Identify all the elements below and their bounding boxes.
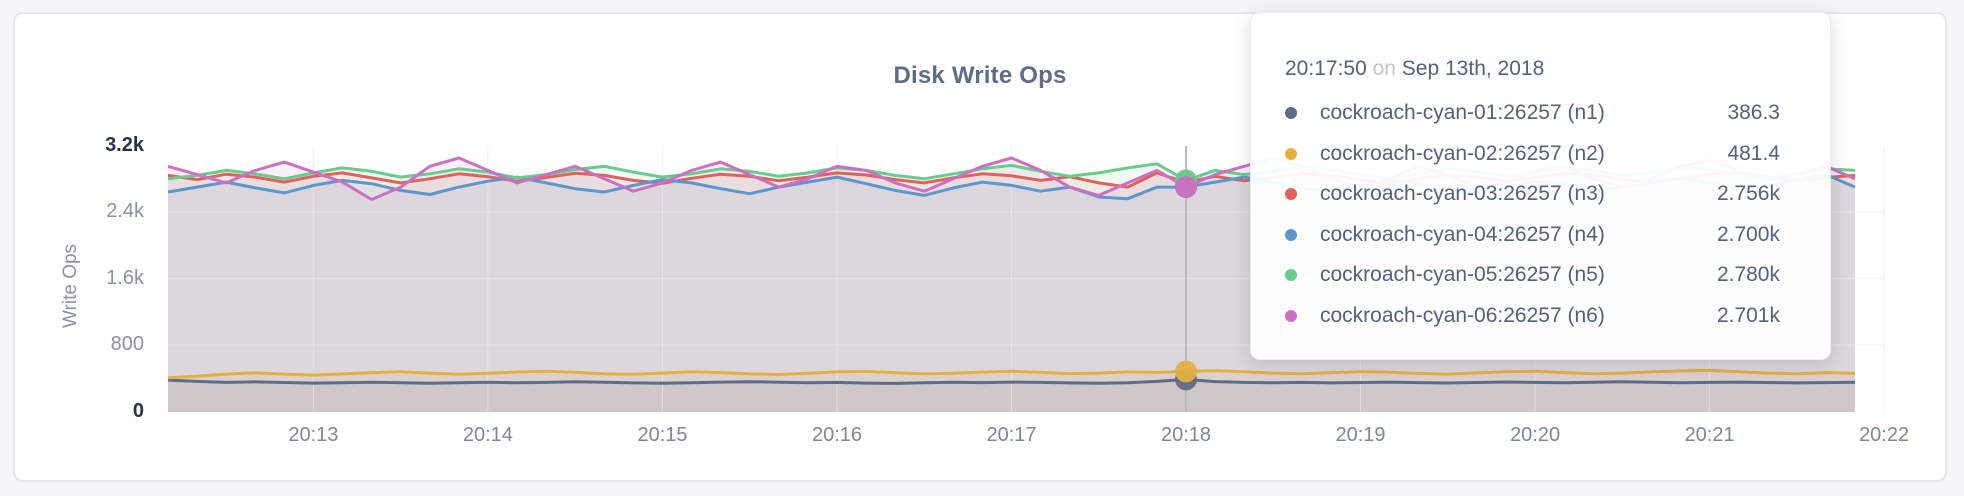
tooltip-on-word: on: [1372, 57, 1396, 80]
series-line: [167, 377, 1856, 385]
x-tick-label: 20:15: [637, 424, 688, 446]
tooltip-series-list: cockroach-cyan-01:26257 (n1) 386.3 cockroa…: [1285, 93, 1780, 336]
hover-dots: [1175, 169, 1197, 391]
x-tick-label: 20:20: [1510, 424, 1561, 446]
y-tick-label: 0: [132, 399, 144, 422]
x-tick-label: 20:18: [1160, 424, 1212, 446]
tooltip-series-name: cockroach-cyan-06:26257 (n6): [1320, 303, 1605, 327]
tooltip-series-row: cockroach-cyan-04:26257 (n4) 2.700k: [1285, 215, 1780, 256]
y-tick-label: 2.4k: [106, 200, 144, 222]
tooltip-header: 20:17:50 on Sep 13th, 2018: [1285, 57, 1544, 81]
tooltip-series-row: cockroach-cyan-02:26257 (n2) 481.4: [1285, 134, 1780, 175]
y-tick-label: 800: [110, 333, 144, 355]
x-tick-label: 20:19: [1335, 424, 1386, 446]
tooltip-series-name: cockroach-cyan-03:26257 (n3): [1320, 182, 1605, 206]
y-tick-label: 3.2k: [105, 133, 144, 156]
tooltip-series-value: 2.756k: [1716, 182, 1780, 206]
tooltip-time: 20:17:50: [1285, 57, 1367, 80]
tooltip-series-name: cockroach-cyan-05:26257 (n5): [1320, 263, 1605, 287]
series-color-dot: [1285, 107, 1297, 120]
tooltip-series-value: 2.700k: [1716, 222, 1780, 246]
tooltip-series-value: 2.701k: [1716, 303, 1780, 327]
tooltip-series-row: cockroach-cyan-06:26257 (n6) 2.701k: [1285, 296, 1780, 337]
x-tick-label: 20:13: [288, 424, 339, 446]
x-tick-label: 20:16: [811, 424, 863, 446]
chart-title: Disk Write Ops: [893, 62, 1067, 89]
series-line: [167, 368, 1856, 380]
tooltip-series-name: cockroach-cyan-04:26257 (n4): [1320, 222, 1605, 246]
x-tick-label: 20:21: [1684, 424, 1735, 446]
series-color-dot: [1285, 147, 1297, 160]
series-color-dot: [1285, 188, 1297, 201]
series-color-dot: [1285, 269, 1297, 282]
tooltip-series-value: 481.4: [1727, 141, 1780, 165]
tooltip-series-row: cockroach-cyan-01:26257 (n1) 386.3: [1285, 93, 1780, 134]
tooltip-series-value: 2.780k: [1716, 263, 1780, 287]
hover-point: [1175, 176, 1197, 198]
series-lines: [167, 156, 1856, 385]
tooltip-series-name: cockroach-cyan-01:26257 (n1): [1320, 101, 1605, 125]
x-tick-label: 20:17: [986, 424, 1037, 446]
chart-tooltip: 20:17:50 on Sep 13th, 2018 cockroach-cya…: [1250, 12, 1831, 360]
tooltip-series-value: 386.3: [1727, 101, 1780, 125]
tooltip-date: Sep 13th, 2018: [1401, 57, 1545, 80]
x-tick-label: 20:22: [1859, 424, 1910, 446]
series-color-dot: [1285, 309, 1297, 322]
y-tick-label: 1.6k: [106, 266, 144, 289]
tooltip-series-row: cockroach-cyan-03:26257 (n3) 2.756k: [1285, 174, 1780, 215]
tooltip-series-row: cockroach-cyan-05:26257 (n5) 2.780k: [1285, 255, 1780, 296]
hover-point: [1175, 360, 1197, 383]
tooltip-series-name: cockroach-cyan-02:26257 (n2): [1320, 141, 1605, 165]
x-tick-label: 20:14: [462, 424, 513, 446]
series-color-dot: [1285, 228, 1297, 241]
